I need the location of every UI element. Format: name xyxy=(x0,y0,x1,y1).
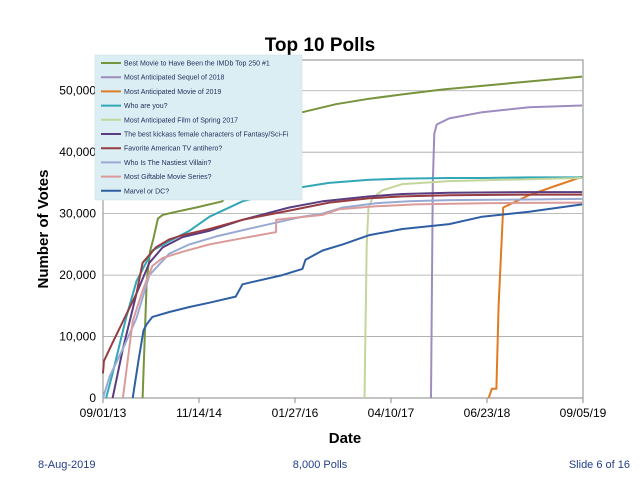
legend-entry: Who are you? xyxy=(124,103,168,110)
series-line-10 xyxy=(131,203,583,399)
series-line-2 xyxy=(430,104,583,399)
footer-poll-count: 8,000 Polls xyxy=(292,459,348,471)
x-tick-label: 09/01/13 xyxy=(80,406,127,420)
footer-date: 8-Aug-2019 xyxy=(38,459,96,471)
series-line-5 xyxy=(363,177,583,399)
legend-entry: Most Anticipated Sequel of 2018 xyxy=(124,75,225,82)
x-tick-label: 09/05/19 xyxy=(560,406,607,420)
legend-entry: Who Is The Nastiest Villain? xyxy=(124,160,211,167)
x-tick-label: 04/10/17 xyxy=(368,406,415,420)
y-tick-label: 20,000 xyxy=(59,268,96,282)
series-line-4 xyxy=(105,176,583,399)
x-axis-ticks: 09/01/13 11/14/14 01/27/16 04/10/17 06/23/18… xyxy=(80,398,607,420)
series-line-3 xyxy=(487,175,583,399)
x-tick-label: 11/14/14 xyxy=(176,406,222,420)
y-axis-ticks: 0 10,000 20,000 30,000 40,000 50,000 xyxy=(59,84,96,405)
y-axis-title: Number of Votes xyxy=(35,170,52,289)
y-tick-label: 0 xyxy=(89,391,96,405)
series-line-9 xyxy=(121,201,583,399)
chart-title: Top 10 Polls xyxy=(265,35,376,56)
legend: Best Movie to Have Been the IMDb Top 250… xyxy=(101,61,289,195)
y-tick-label: 10,000 xyxy=(59,330,96,344)
legend-entry: Most Anticipated Film of Spring 2017 xyxy=(124,117,238,124)
series-lines xyxy=(102,75,583,399)
series-line-7 xyxy=(102,193,583,374)
chart: Top 10 Polls 0 10,000 20,000 30,000 40,000 50… xyxy=(35,35,607,447)
x-tick-label: 01/27/16 xyxy=(272,406,319,420)
legend-entry: Most Anticipated Movie of 2019 xyxy=(124,89,221,96)
x-axis-title: Date xyxy=(329,430,362,447)
footer-slide-number: Slide 6 of 16 xyxy=(568,459,630,471)
y-tick-label: 30,000 xyxy=(59,207,96,221)
legend-entry: Favorite American TV antihero? xyxy=(124,146,222,153)
legend-entry: Best Movie to Have Been the IMDb Top 250… xyxy=(124,61,270,68)
legend-entry: Marvel or DC? xyxy=(124,188,169,195)
y-tick-label: 40,000 xyxy=(59,145,96,159)
legend-entry: The best kickass female characters of Fa… xyxy=(124,132,289,139)
x-tick-label: 06/23/18 xyxy=(464,406,511,420)
y-tick-label: 50,000 xyxy=(59,84,96,98)
legend-entry: Most Giftable Movie Series? xyxy=(124,174,212,181)
legend-box xyxy=(94,54,303,201)
